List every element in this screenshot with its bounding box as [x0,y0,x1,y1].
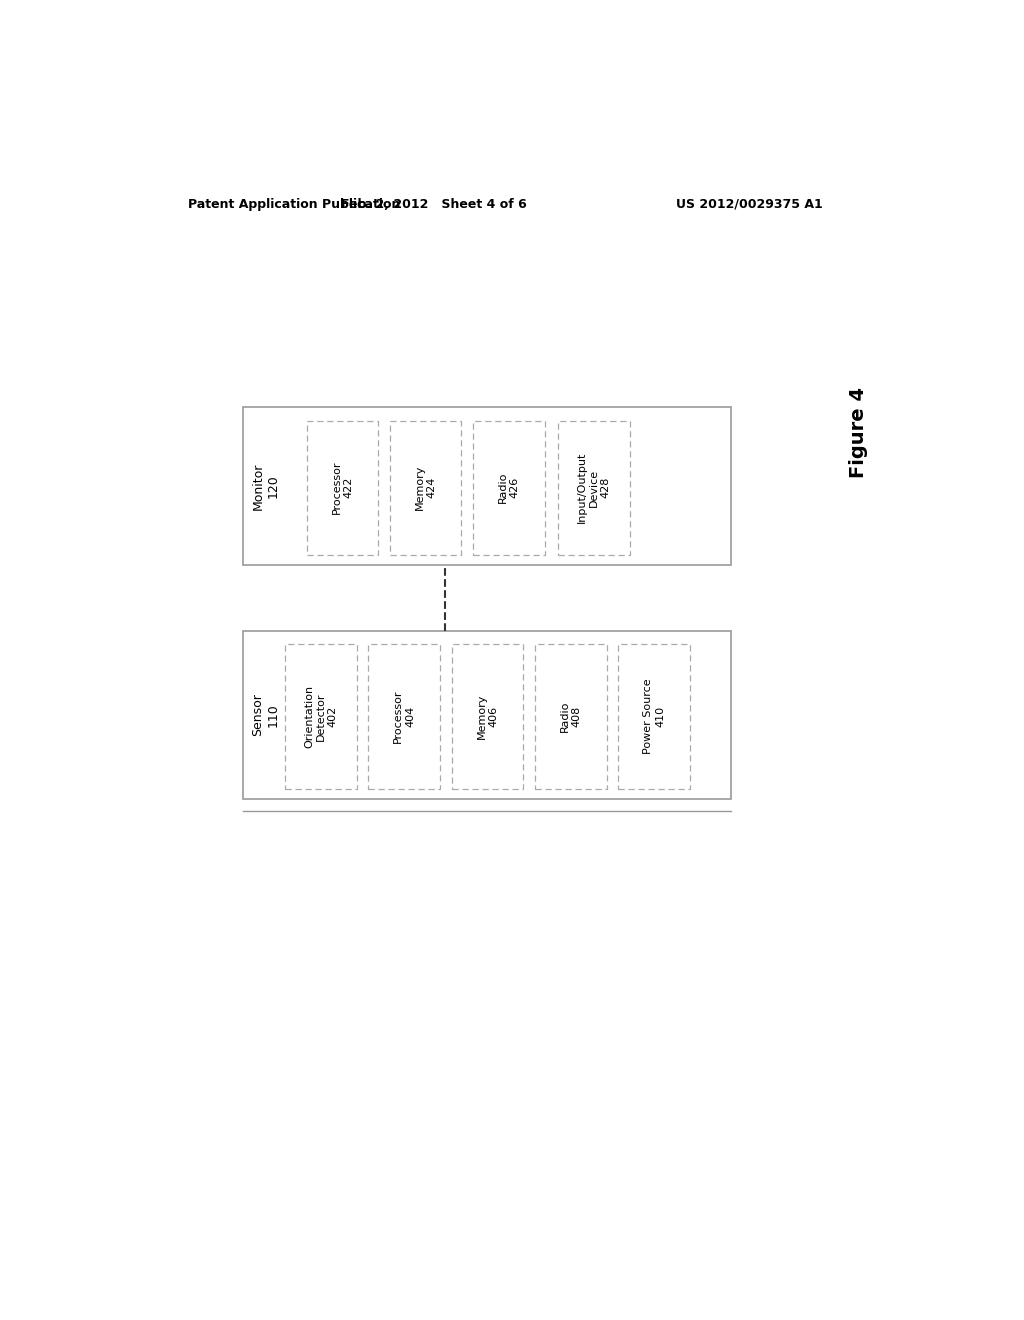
Text: Patent Application Publication: Patent Application Publication [187,198,400,211]
Bar [243,631,731,799]
Bar [243,408,731,565]
Text: Processor
422: Processor 422 [332,461,353,515]
Bar [369,644,440,788]
Text: Input/Output
Device
428: Input/Output Device 428 [578,451,610,524]
Text: Radio
426: Radio 426 [498,473,520,503]
Bar [618,644,690,788]
Text: Power Source
410: Power Source 410 [643,678,665,754]
Text: Memory
424: Memory 424 [415,465,436,511]
Bar [306,421,378,554]
Bar [285,644,356,788]
Text: Sensor
110: Sensor 110 [251,693,280,737]
Text: Figure 4: Figure 4 [849,387,867,478]
Bar [473,421,545,554]
Text: Radio
408: Radio 408 [560,701,582,733]
Text: Orientation
Detector
402: Orientation Detector 402 [304,685,338,748]
Bar [536,644,606,788]
Bar [452,644,523,788]
Text: Monitor
120: Monitor 120 [251,462,280,510]
Text: US 2012/0029375 A1: US 2012/0029375 A1 [676,198,822,211]
Bar [558,421,630,554]
Text: Processor
404: Processor 404 [393,689,415,743]
Text: Feb. 2, 2012   Sheet 4 of 6: Feb. 2, 2012 Sheet 4 of 6 [341,198,526,211]
Bar [390,421,462,554]
Text: Memory
406: Memory 406 [477,694,499,739]
